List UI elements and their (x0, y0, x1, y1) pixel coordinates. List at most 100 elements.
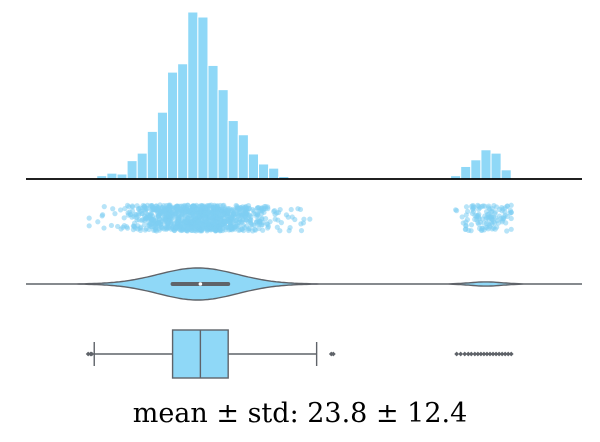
strip-point (491, 203, 497, 209)
histogram-bar (237, 134, 249, 180)
violin-plot (26, 267, 582, 301)
strip-point (504, 228, 510, 234)
strip-point (137, 227, 144, 234)
strip-point (221, 202, 227, 208)
strip-point (240, 216, 246, 222)
strip-point (466, 227, 472, 233)
strip-point (142, 207, 148, 213)
violin-body (26, 267, 582, 301)
strip-point (298, 227, 305, 234)
box-outlier (458, 351, 464, 357)
strip-point (463, 204, 470, 210)
histogram-bar (197, 16, 209, 180)
strip-point (225, 210, 231, 216)
strip-point (173, 224, 179, 230)
strip-point (288, 206, 294, 213)
box-outlier (85, 351, 91, 357)
histogram-bar (187, 11, 199, 180)
strip-point (265, 204, 271, 210)
strip-plot (86, 202, 514, 234)
strip-point (463, 219, 469, 225)
strip-point (508, 215, 514, 222)
box-outlier (478, 351, 484, 357)
strip-point (259, 208, 265, 214)
strip-point (86, 215, 92, 221)
strip-point (292, 216, 298, 223)
strip-point (185, 202, 191, 208)
box-outlier (468, 351, 474, 357)
strip-point (508, 226, 514, 232)
strip-point (222, 222, 228, 228)
box-outlier (484, 351, 490, 357)
strip-point (132, 225, 139, 231)
strip-point (507, 210, 513, 216)
strip-point (86, 223, 92, 229)
strip-point (499, 219, 505, 225)
box-outlier (490, 351, 496, 357)
strip-point (275, 217, 281, 223)
strip-point (143, 216, 149, 222)
histogram-bar (227, 120, 239, 180)
strip-point (482, 213, 488, 219)
box-outlier (89, 351, 95, 357)
histogram (86, 11, 512, 180)
strip-point (155, 213, 161, 219)
strip-point (125, 210, 131, 216)
box-outlier (475, 351, 481, 357)
histogram-bar (177, 63, 189, 180)
strip-point (206, 222, 212, 229)
strip-point (227, 223, 233, 229)
strip-point (307, 216, 313, 222)
strip-point (175, 216, 181, 223)
strip-point (196, 213, 202, 220)
strip-point (129, 208, 136, 214)
strip-point (187, 226, 193, 233)
strip-point (468, 222, 475, 228)
strip-point (301, 216, 307, 222)
box-outlier (487, 351, 493, 357)
box-outlier (462, 351, 468, 357)
strip-point (489, 221, 495, 227)
strip-point (239, 206, 245, 212)
strip-point (220, 212, 226, 218)
strip-point (256, 225, 262, 232)
strip-point (185, 216, 191, 222)
strip-point (487, 215, 493, 221)
histogram-bar (146, 130, 158, 180)
strip-point (101, 204, 107, 210)
strip-point (168, 221, 174, 227)
box-plot (85, 329, 514, 379)
strip-point (108, 222, 115, 229)
strip-point (244, 211, 250, 217)
strip-point (481, 220, 487, 226)
strip-point (233, 202, 239, 209)
strip-point (285, 214, 291, 220)
strip-point (137, 208, 143, 215)
strip-point (217, 228, 223, 234)
strip-point (147, 212, 153, 218)
strip-point (195, 218, 202, 224)
strip-point (504, 203, 511, 209)
box-outlier (508, 351, 514, 357)
strip-point (159, 218, 166, 224)
strip-point (112, 211, 118, 217)
histogram-bar (500, 169, 512, 180)
strip-point (486, 203, 492, 209)
strip-point (210, 219, 216, 225)
box-outlier (499, 351, 505, 357)
strip-point (140, 202, 146, 209)
box-outlier (472, 351, 478, 357)
strip-point (99, 213, 105, 219)
strip-point (121, 223, 127, 229)
histogram-bar (217, 89, 229, 180)
histogram-bar (156, 111, 169, 180)
strip-point (95, 219, 101, 225)
strip-point (215, 206, 221, 213)
box-outlier (502, 351, 508, 357)
strip-point (501, 214, 507, 220)
histogram-bar (136, 152, 148, 180)
strip-point (230, 219, 237, 226)
strip-point (255, 205, 261, 211)
histogram-bar (460, 165, 472, 180)
